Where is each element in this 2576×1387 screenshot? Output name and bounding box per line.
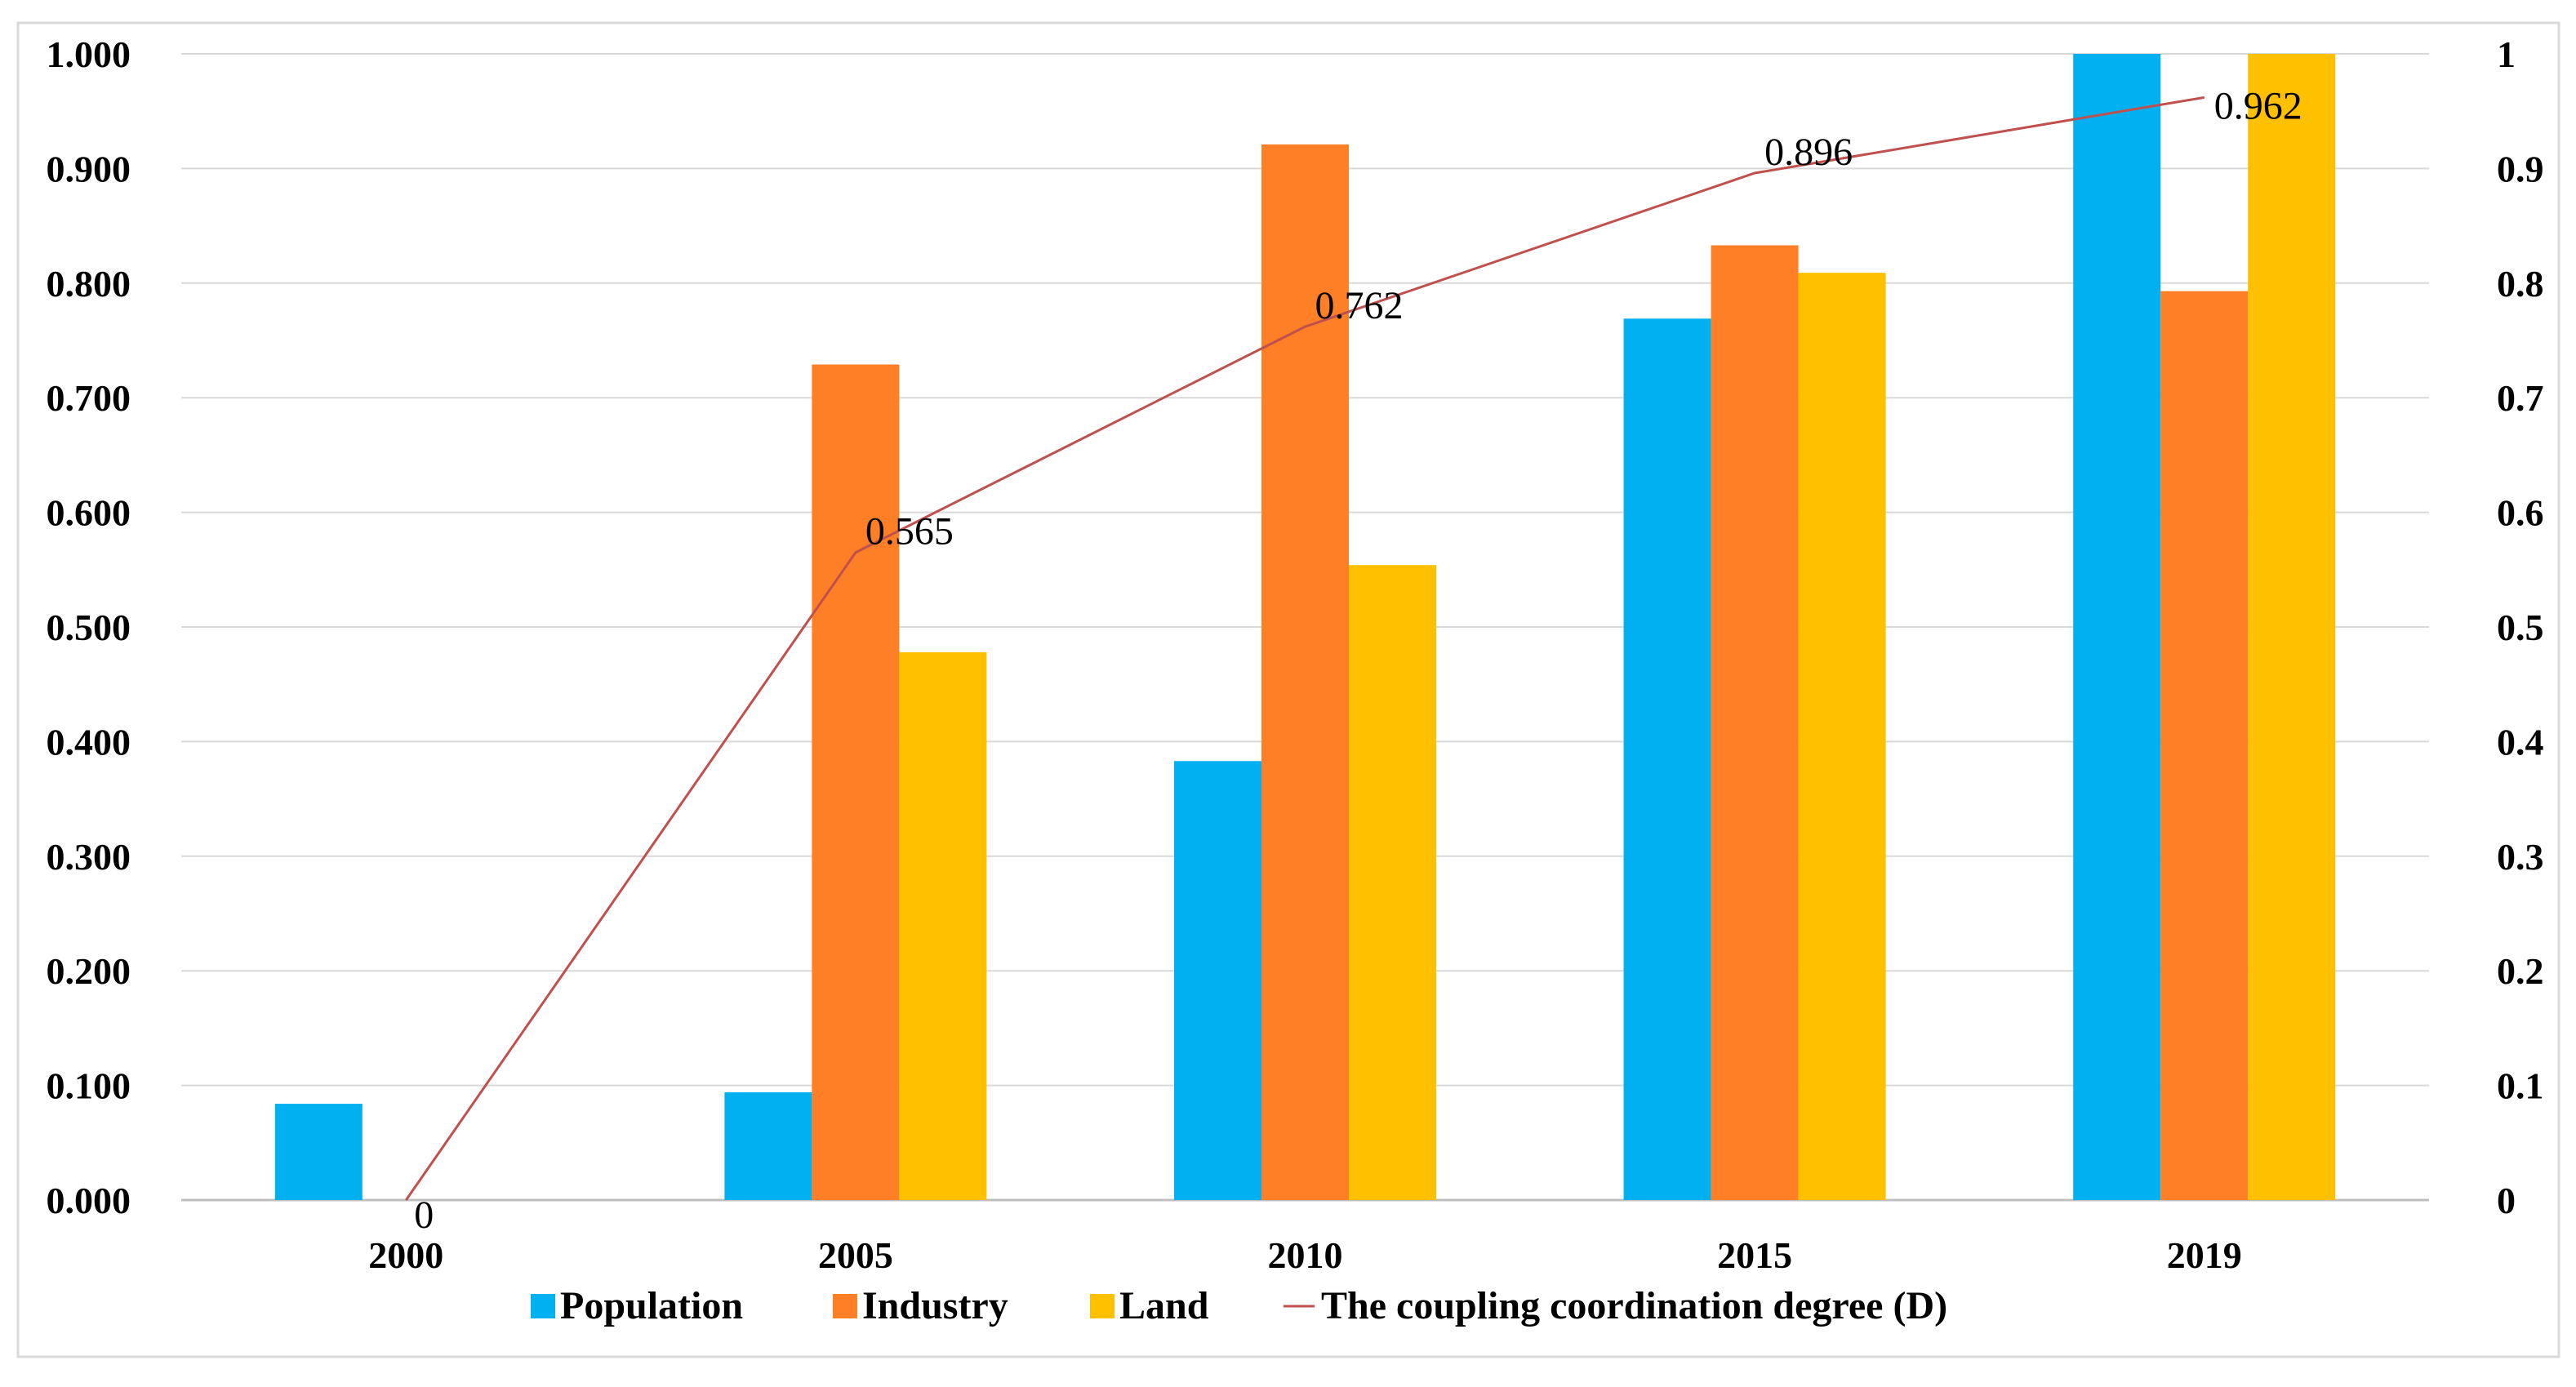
y-right-tick-label: 0.3 bbox=[2497, 836, 2544, 878]
y-left-tick-label: 0.400 bbox=[47, 721, 131, 762]
legend: Population Industry Land The coupling coord… bbox=[531, 1284, 1947, 1327]
bar-land-2019 bbox=[2248, 54, 2336, 1200]
y-right-tick-label: 0.9 bbox=[2497, 148, 2544, 189]
y-right-tick-label: 0.1 bbox=[2497, 1065, 2544, 1107]
x-tick-label: 2000 bbox=[368, 1234, 443, 1276]
bar-series bbox=[274, 54, 2336, 1201]
y-right-tick-label: 0.7 bbox=[2497, 377, 2544, 419]
y-right-tick-label: 0.5 bbox=[2497, 607, 2544, 648]
y-right-tick-label: 0.8 bbox=[2497, 263, 2544, 305]
legend-label: The coupling coordination degree (D) bbox=[1321, 1284, 1947, 1327]
data-label: 0 bbox=[414, 1194, 434, 1237]
y-right-tick-label: 1 bbox=[2497, 33, 2516, 75]
bar-industry-2015 bbox=[1711, 245, 1799, 1200]
y-left-tick-label: 0.500 bbox=[47, 607, 131, 648]
bar-population-2010 bbox=[1174, 761, 1261, 1200]
bar-population-2000 bbox=[274, 1104, 363, 1200]
y-left-tick-label: 0.600 bbox=[47, 492, 131, 534]
line-point bbox=[2204, 96, 2205, 98]
data-labels: 0 0.565 0.762 0.896 0.962 bbox=[414, 84, 2302, 1237]
y-right-tick-label: 0.4 bbox=[2497, 721, 2544, 762]
y-left-tick-label: 0.200 bbox=[47, 950, 131, 992]
line-point bbox=[405, 1199, 407, 1201]
legend-label: Population bbox=[560, 1284, 743, 1327]
bar-industry-2005 bbox=[812, 364, 900, 1200]
data-label: 0.962 bbox=[2214, 84, 2302, 127]
bar-industry-2019 bbox=[2160, 291, 2249, 1201]
x-tick-label: 2019 bbox=[2167, 1234, 2242, 1276]
y-left-tick-label: 0.100 bbox=[47, 1065, 131, 1107]
data-label: 0.896 bbox=[1764, 131, 1853, 174]
bar-land-2015 bbox=[1798, 273, 1886, 1200]
legend-swatch-land bbox=[1090, 1294, 1114, 1318]
legend-swatch-industry bbox=[833, 1294, 857, 1318]
bar-population-2005 bbox=[724, 1092, 812, 1200]
bar-land-2010 bbox=[1349, 565, 1436, 1200]
y-left-tick-label: 0.900 bbox=[47, 148, 131, 189]
bar-population-2015 bbox=[1623, 318, 1711, 1201]
x-tick-label: 2005 bbox=[818, 1234, 893, 1276]
legend-label: Land bbox=[1119, 1284, 1209, 1327]
y-left-tick-label: 0.000 bbox=[47, 1180, 131, 1221]
y-left-tick-label: 0.800 bbox=[47, 263, 131, 305]
line-series bbox=[405, 96, 2205, 1201]
y-right-tick-label: 0.6 bbox=[2497, 492, 2544, 534]
y-right-tick-label: 0 bbox=[2497, 1180, 2516, 1221]
data-label: 0.762 bbox=[1315, 284, 1404, 327]
bar-industry-2010 bbox=[1261, 144, 1349, 1200]
axes: 0.0000.1000.2000.3000.4000.5000.6000.700… bbox=[47, 33, 2544, 1276]
bar-land-2005 bbox=[899, 651, 987, 1200]
x-tick-label: 2010 bbox=[1268, 1234, 1343, 1276]
bar-population-2019 bbox=[2073, 54, 2161, 1200]
y-left-tick-label: 0.700 bbox=[47, 377, 131, 419]
y-right-tick-label: 0.2 bbox=[2497, 950, 2544, 992]
y-left-tick-label: 0.300 bbox=[47, 836, 131, 878]
y-left-tick-label: 1.000 bbox=[47, 33, 131, 75]
x-tick-label: 2015 bbox=[1717, 1234, 1792, 1276]
legend-swatch-population bbox=[531, 1294, 555, 1318]
line-point bbox=[855, 552, 856, 553]
data-label: 0.565 bbox=[865, 510, 954, 553]
legend-label: Industry bbox=[862, 1284, 1008, 1327]
